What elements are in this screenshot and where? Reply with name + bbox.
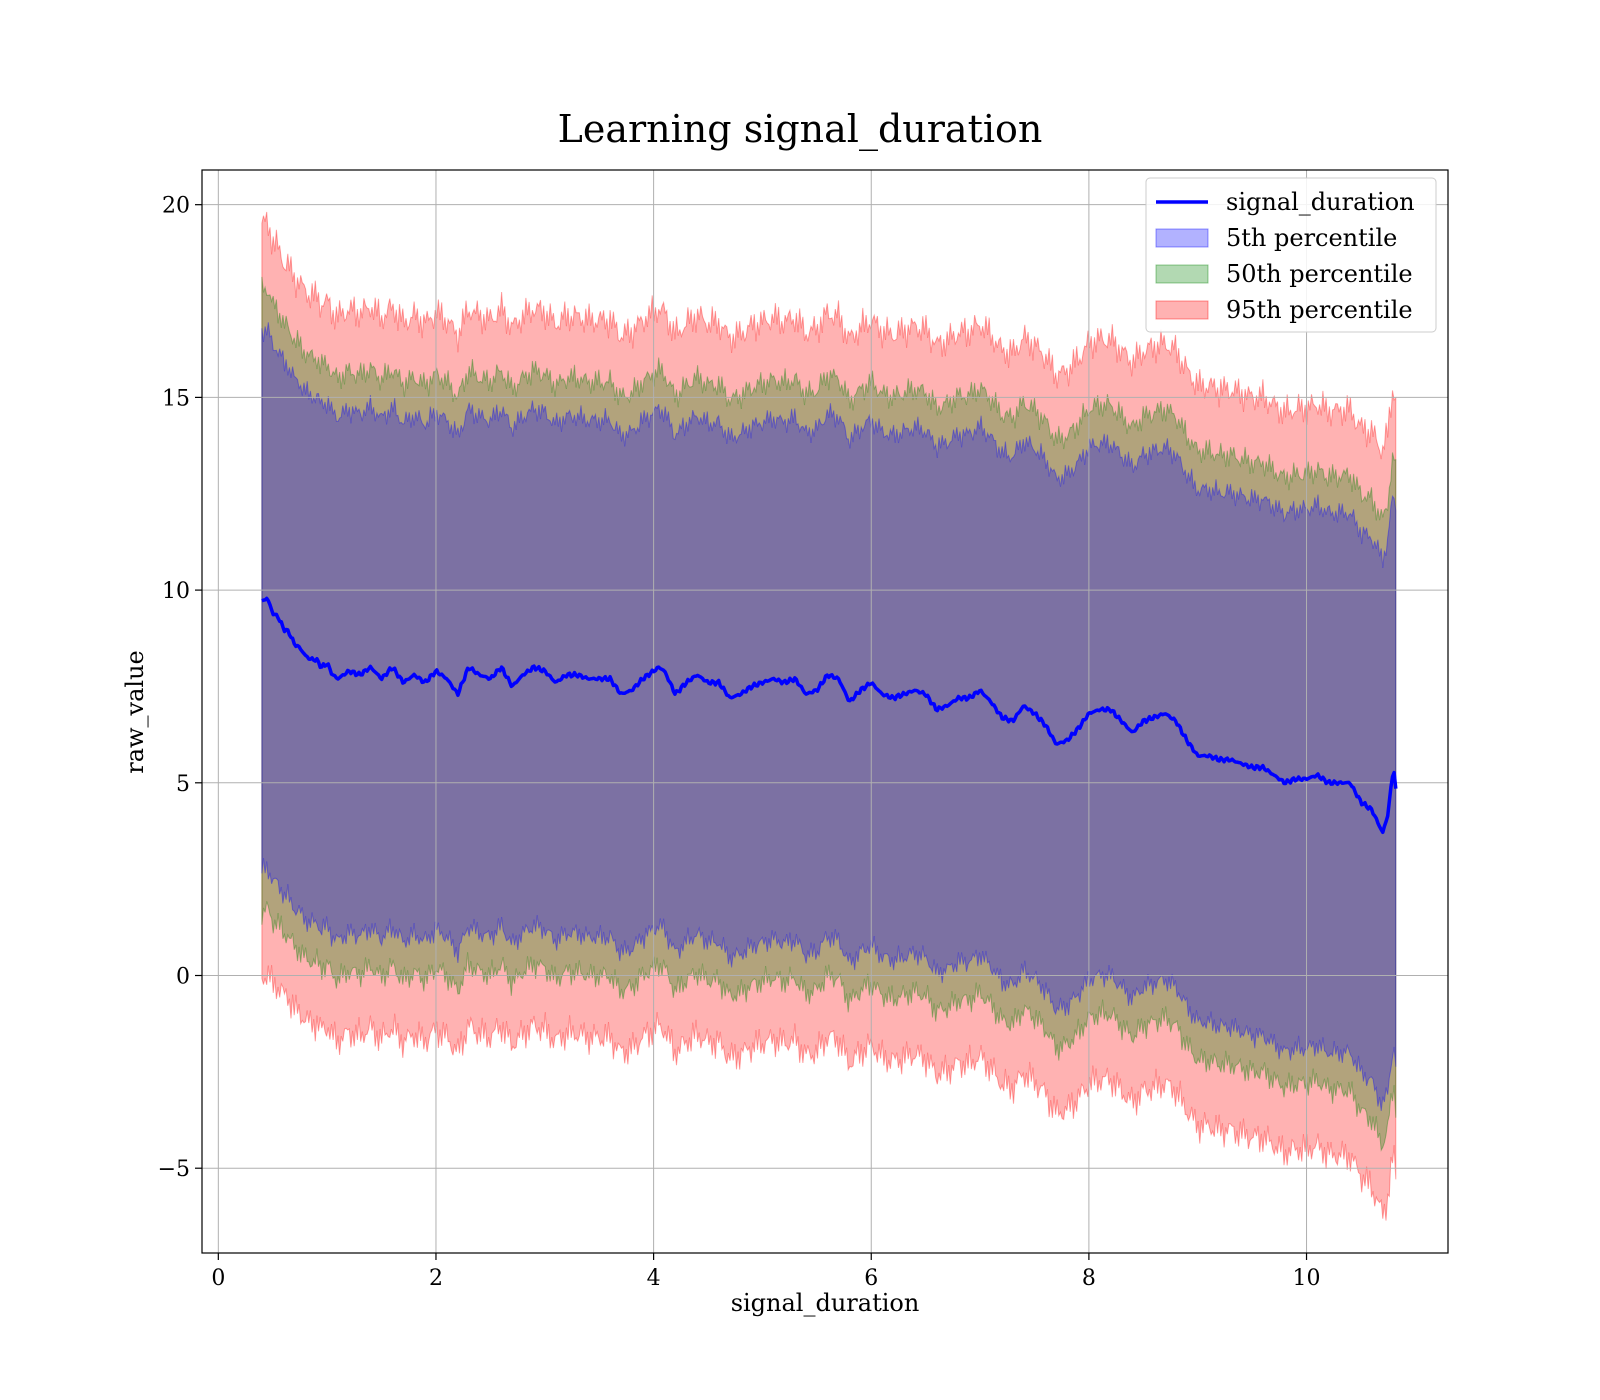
y-axis-label: raw_value <box>121 650 149 774</box>
x-axis-label: signal_duration <box>731 1289 920 1317</box>
band-5th-percentile <box>261 322 1397 1111</box>
mean-line-layer <box>261 596 1398 835</box>
legend-label: signal_duration <box>1226 188 1415 216</box>
y-tick-label: 5 <box>176 772 190 797</box>
y-tick-label: −5 <box>158 1157 190 1182</box>
legend-label: 50th percentile <box>1226 260 1413 288</box>
chart-title: Learning signal_duration <box>558 107 1043 152</box>
x-axis-ticks: 0 2 4 6 8 10 <box>211 1253 1321 1291</box>
x-tick-label: 10 <box>1293 1266 1321 1291</box>
legend-label: 95th percentile <box>1226 296 1413 324</box>
y-axis-ticks: −5 0 5 10 15 20 <box>158 194 202 1182</box>
legend-label: 5th percentile <box>1226 224 1397 252</box>
legend-box <box>1145 177 1437 333</box>
legend-swatch-patch <box>1155 228 1209 248</box>
percentile-bands <box>261 211 1397 1221</box>
y-tick-label: 20 <box>162 194 190 219</box>
legend-swatch-patch <box>1155 264 1209 284</box>
legend-swatch-patch <box>1155 300 1209 320</box>
y-tick-label: 0 <box>176 965 190 990</box>
y-tick-label: 10 <box>162 579 190 604</box>
band-95th-percentile <box>261 211 1397 1221</box>
x-tick-label: 0 <box>211 1266 225 1291</box>
y-tick-label: 15 <box>162 386 190 411</box>
x-tick-label: 8 <box>1082 1266 1096 1291</box>
legend: signal_duration 5th percentile 50th percen… <box>1145 177 1437 333</box>
band-50th-percentile <box>261 276 1397 1152</box>
plot-frame <box>201 169 1449 1254</box>
x-tick-label: 6 <box>864 1266 878 1291</box>
x-tick-label: 2 <box>429 1266 443 1291</box>
series-line-signal-duration <box>261 596 1398 835</box>
x-tick-label: 4 <box>647 1266 661 1291</box>
